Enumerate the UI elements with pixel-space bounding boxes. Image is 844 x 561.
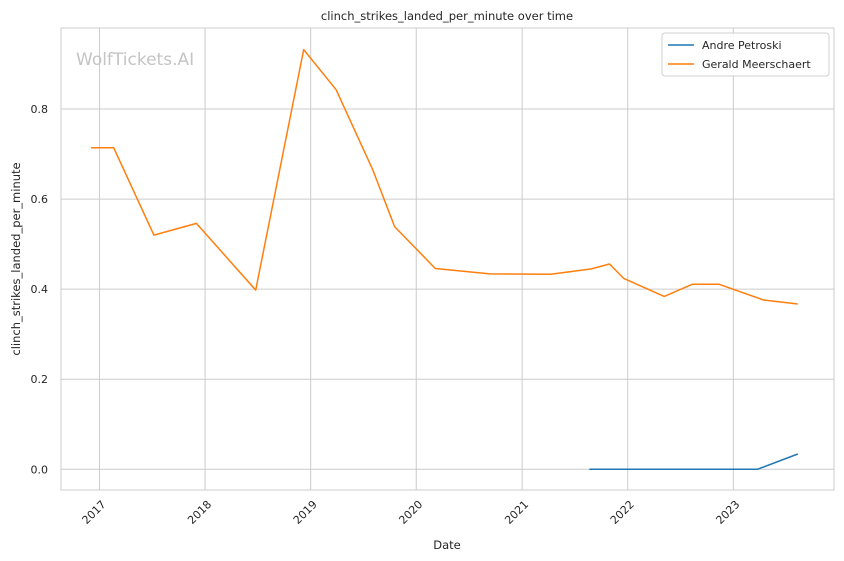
x-axis-label: Date	[433, 538, 461, 552]
y-tick-label: 0.6	[31, 193, 49, 206]
x-axis-ticks: 2017 2018 2019 2020 2021 2022 2023	[80, 498, 743, 527]
series-line	[91, 48, 798, 305]
legend-label: Andre Petroski	[702, 39, 782, 52]
legend: Andre Petroski Gerald Meerschaert	[661, 32, 830, 77]
x-tick-label: 2020	[396, 498, 425, 527]
chart-title: clinch_strikes_landed_per_minute over ti…	[321, 9, 573, 23]
grid-lines	[61, 28, 834, 490]
x-tick-label: 2017	[80, 498, 109, 527]
x-tick-label: 2018	[185, 498, 214, 527]
x-tick-label: 2021	[502, 498, 531, 527]
y-tick-label: 0.0	[31, 463, 49, 476]
y-tick-label: 0.2	[31, 373, 49, 386]
plot-frame	[60, 27, 835, 491]
x-tick-label: 2023	[713, 498, 742, 527]
legend-box	[661, 32, 830, 77]
series-lines	[91, 48, 799, 471]
x-tick-label: 2022	[608, 498, 637, 527]
y-axis-label: clinch_strikes_landed_per_minute	[9, 162, 23, 355]
y-tick-label: 0.4	[31, 283, 49, 296]
y-tick-label: 0.8	[31, 103, 49, 116]
x-tick-label: 2019	[291, 498, 320, 527]
legend-label: Gerald Meerschaert	[702, 58, 811, 71]
series-line	[589, 453, 799, 471]
y-axis-ticks: 0.0 0.2 0.4 0.6 0.8	[31, 103, 49, 476]
watermark-text: WolfTickets.AI	[76, 50, 194, 70]
